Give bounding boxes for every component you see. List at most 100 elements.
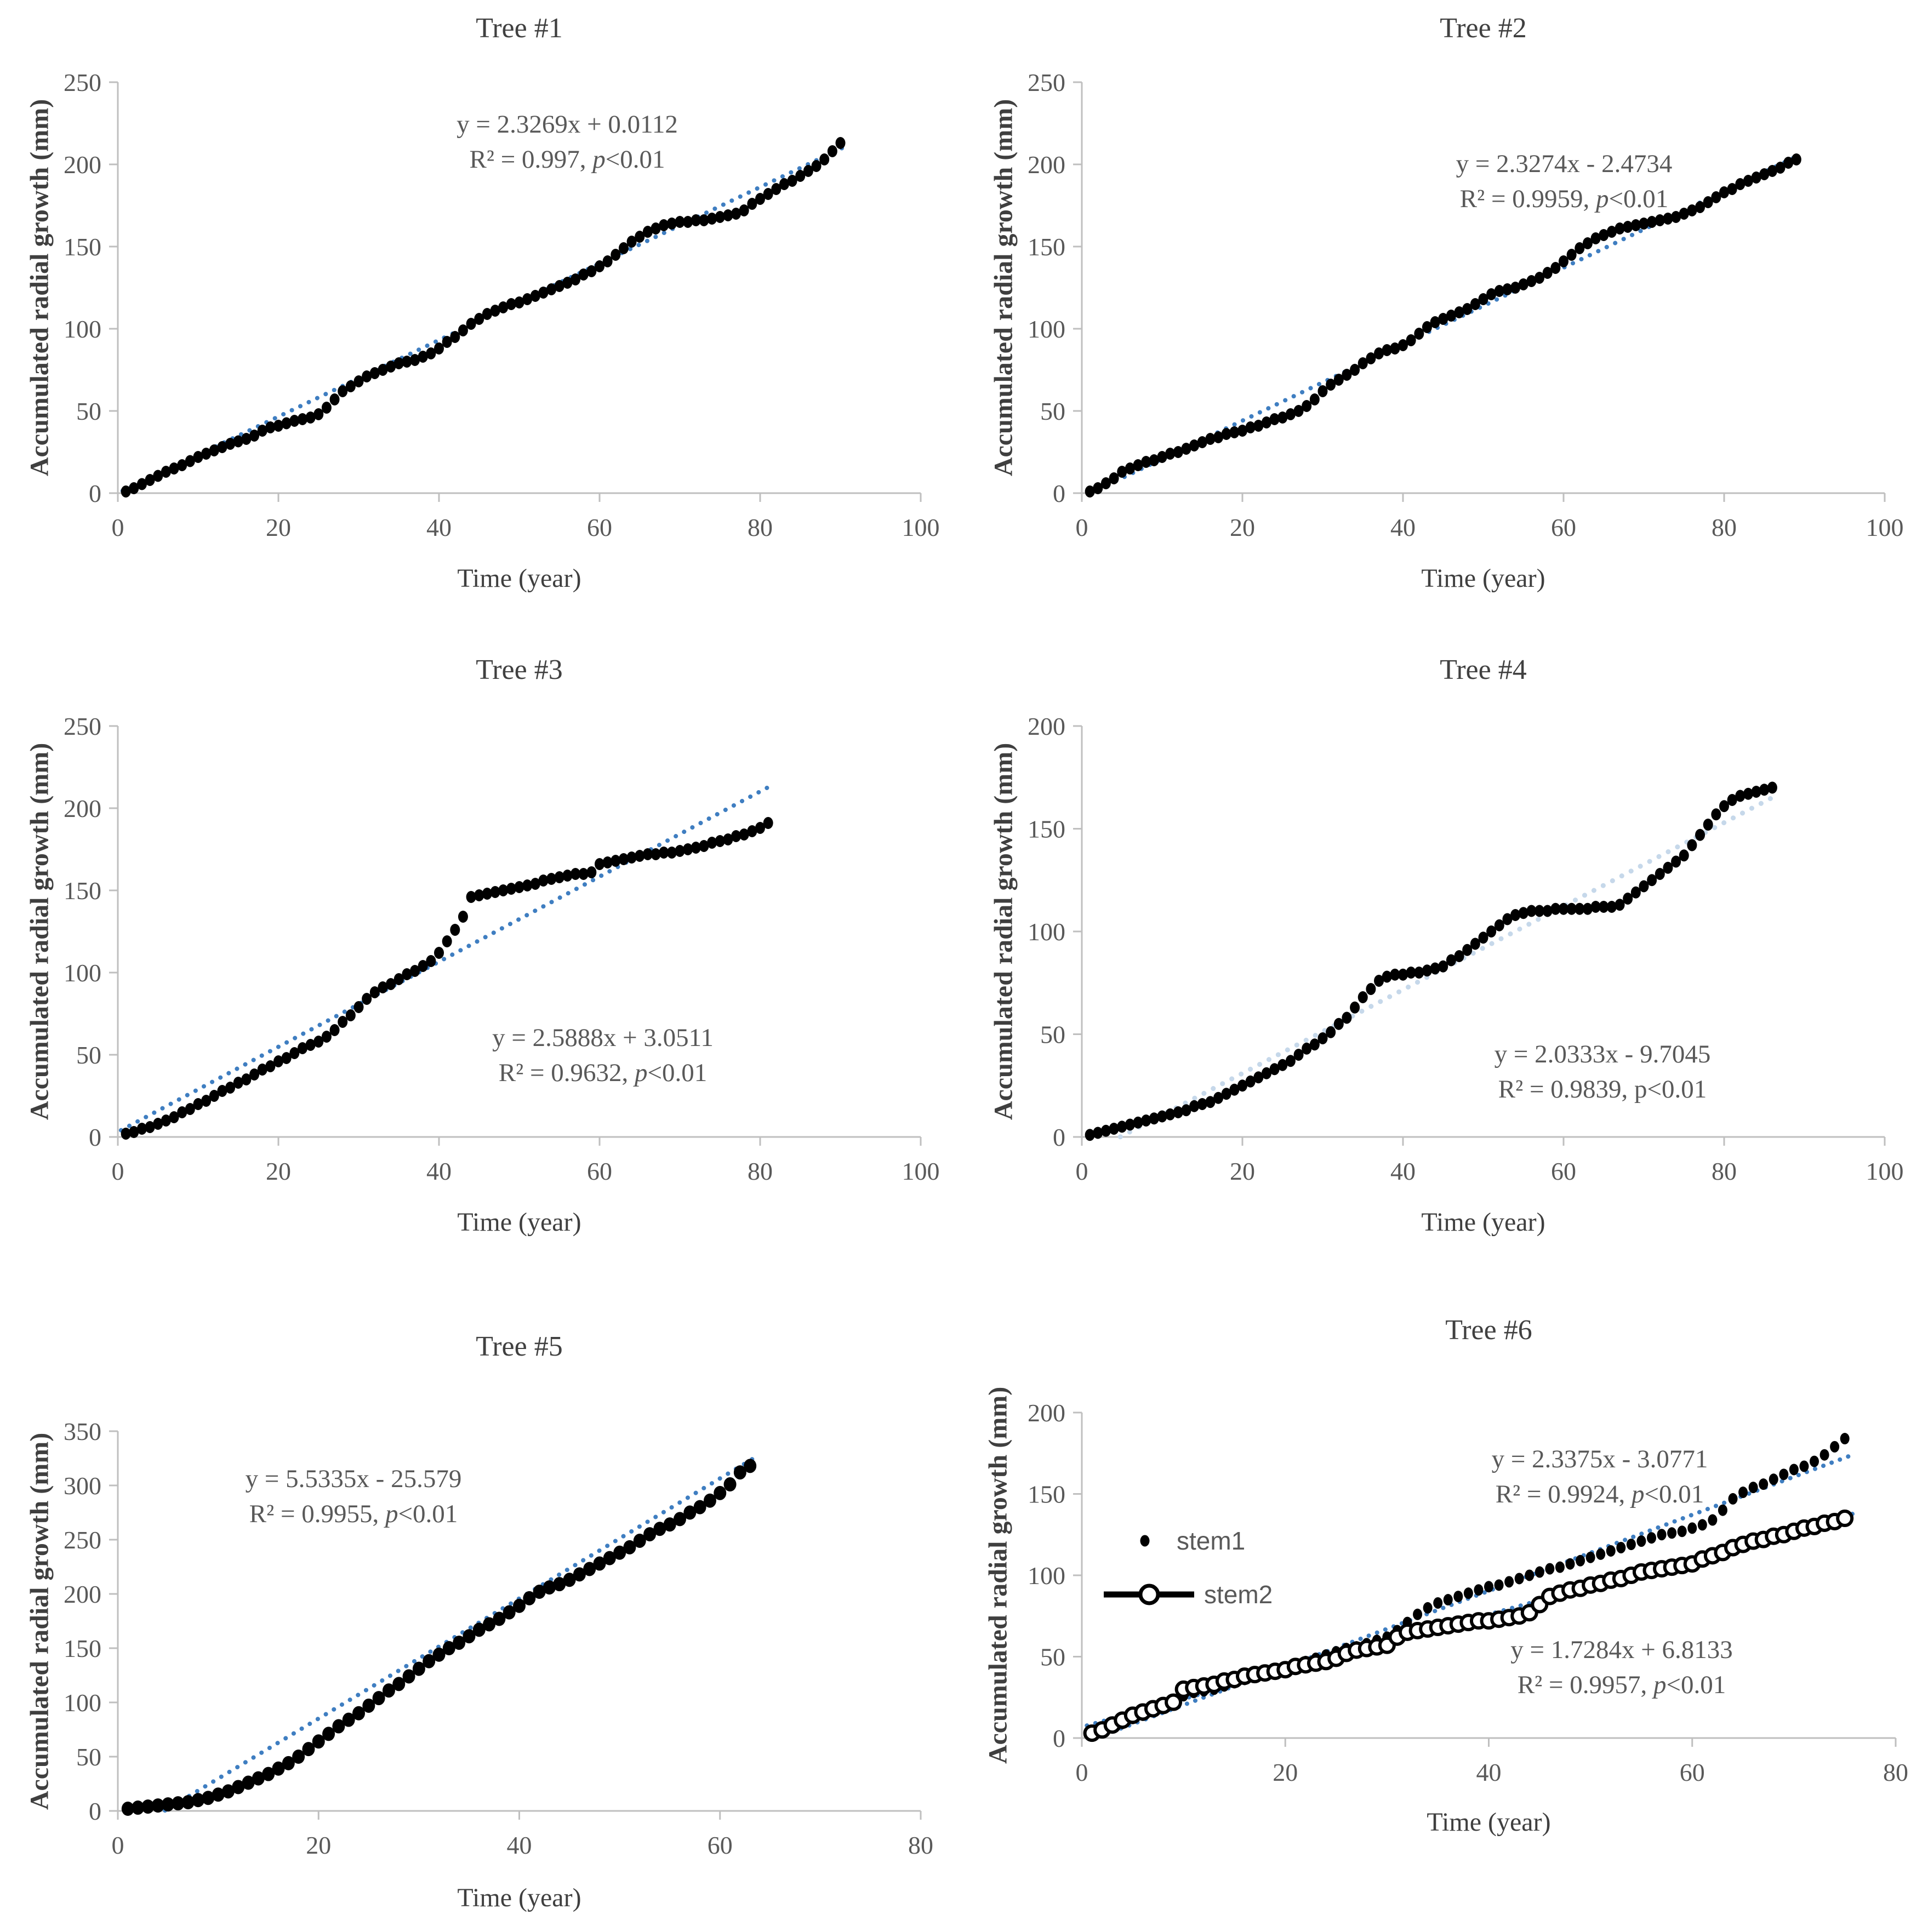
data-point xyxy=(1679,849,1689,862)
chart-title: Tree #6 xyxy=(1445,1314,1532,1346)
x-tick-label: 40 xyxy=(1476,1758,1502,1786)
data-point xyxy=(602,856,613,868)
data-point xyxy=(241,1073,252,1085)
data-point xyxy=(571,273,581,285)
data-point xyxy=(432,1647,446,1662)
data-point xyxy=(1639,218,1649,230)
data-point xyxy=(289,1047,300,1059)
legend-label: stem2 xyxy=(1204,1580,1273,1609)
data-point xyxy=(1575,242,1585,254)
data-point xyxy=(1125,1118,1135,1131)
data-point xyxy=(1494,285,1504,297)
equation-annotation: y = 5.5335x - 25.579 R² = 0.9955, p<0.01 xyxy=(245,1465,462,1528)
data-point xyxy=(1253,420,1264,432)
data-point xyxy=(1406,967,1416,979)
data-point xyxy=(221,1784,235,1799)
data-point xyxy=(192,1793,204,1808)
data-point xyxy=(1357,357,1368,369)
data-point xyxy=(201,1095,212,1107)
data-point xyxy=(378,364,388,376)
data-point xyxy=(1630,219,1641,231)
data-point xyxy=(1542,905,1553,917)
x-axis-label: Time (year) xyxy=(1427,1808,1551,1837)
data-point xyxy=(153,1118,163,1130)
data-point xyxy=(1767,781,1777,794)
data-point xyxy=(595,858,604,870)
data-point xyxy=(1462,303,1473,315)
data-point xyxy=(530,878,540,890)
data-point xyxy=(1671,855,1681,868)
x-tick-label: 100 xyxy=(902,1157,940,1185)
trendline xyxy=(120,145,847,493)
data-point xyxy=(1655,868,1665,880)
data-point xyxy=(410,965,420,977)
data-point xyxy=(1390,968,1400,981)
data-point xyxy=(121,1802,134,1816)
chart-panel-tree2: 0 20 40 60 80 100 0 50 100 150 200 250 Tree #2 Accu… xyxy=(964,0,1928,644)
data-point xyxy=(779,178,789,190)
x-tick-label: 0 xyxy=(112,513,124,541)
data-point xyxy=(1687,204,1697,216)
data-point xyxy=(1277,411,1288,424)
y-tick-label: 250 xyxy=(64,68,101,96)
data-point xyxy=(514,296,524,308)
data-point xyxy=(1237,425,1247,437)
data-point xyxy=(1109,472,1119,484)
data-point xyxy=(1751,172,1761,184)
data-point xyxy=(546,873,557,885)
data-point xyxy=(1269,1063,1280,1076)
data-point xyxy=(586,866,597,878)
data-point xyxy=(1697,1519,1707,1531)
chart-title: Tree #2 xyxy=(1440,13,1527,44)
equation-annotation: y = 2.3269x + 0.0112 R² = 0.997, p<0.01 xyxy=(457,110,678,174)
y-tick-label: 200 xyxy=(1028,151,1065,179)
data-point xyxy=(423,1654,436,1668)
data-point xyxy=(1366,352,1376,364)
data-point xyxy=(675,216,685,228)
chart-title: Tree #1 xyxy=(476,13,563,44)
data-point xyxy=(1525,1569,1535,1581)
x-tick-label: 100 xyxy=(902,513,940,541)
data-point-open xyxy=(1836,1510,1854,1528)
data-point xyxy=(466,891,476,903)
data-point xyxy=(522,293,533,305)
y-tick-label: 100 xyxy=(64,315,101,343)
data-point xyxy=(554,871,564,883)
data-point xyxy=(172,1796,185,1811)
data-point xyxy=(434,342,444,355)
data-point xyxy=(453,1636,466,1650)
data-point xyxy=(1779,1468,1789,1481)
data-point xyxy=(1422,964,1432,977)
x-tick-label: 60 xyxy=(587,1157,612,1185)
x-tick-label: 0 xyxy=(1076,1758,1088,1786)
data-point xyxy=(272,1761,285,1776)
data-point xyxy=(1550,902,1561,915)
data-point xyxy=(1269,413,1280,425)
data-point xyxy=(618,853,629,865)
data-point xyxy=(225,1082,236,1094)
data-point xyxy=(412,1661,425,1676)
data-point xyxy=(787,175,797,187)
data-point xyxy=(402,968,412,980)
x-tick-label: 100 xyxy=(1866,513,1904,541)
data-point xyxy=(392,1677,406,1691)
data-point xyxy=(321,402,332,414)
x-tick-label: 40 xyxy=(507,1831,532,1859)
data-point xyxy=(666,847,677,859)
data-point xyxy=(1261,416,1271,428)
data-point xyxy=(378,981,388,993)
data-point xyxy=(1791,153,1801,165)
data-point xyxy=(755,822,765,834)
y-tick-label: 0 xyxy=(89,479,101,507)
data-point xyxy=(498,301,509,313)
y-tick-label: 50 xyxy=(1040,397,1065,425)
data-point xyxy=(506,298,516,310)
y-tick-label: 0 xyxy=(89,1123,101,1151)
data-point xyxy=(1636,1535,1646,1547)
plot-area: 0 20 40 60 80 0 50 100 150 200 250 300 350 xyxy=(64,1417,933,1859)
chart-panel-tree1: 0 20 40 60 80 100 0 50 100 150 200 250 Tree #1 Accu… xyxy=(0,0,964,644)
data-point xyxy=(1285,1055,1296,1067)
data-point xyxy=(233,1077,243,1089)
data-point xyxy=(338,1016,348,1028)
data-point xyxy=(1719,186,1729,198)
